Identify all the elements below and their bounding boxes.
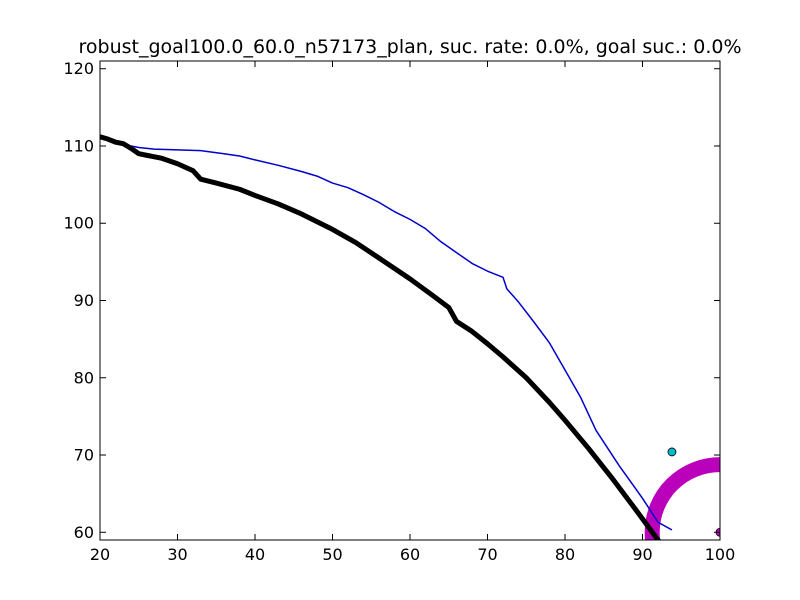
x-tick-label: 70: [477, 545, 497, 564]
x-tick-label: 80: [555, 545, 575, 564]
series-line-1: [130, 145, 673, 531]
axes: 20 30 40 50 60 70 80 90 100 60 70 80 90 100 110 120: [63, 59, 735, 564]
x-tick-label: 40: [245, 545, 265, 564]
y-tick-label: 90: [74, 291, 94, 310]
y-tick-label: 100: [63, 214, 94, 233]
x-tick-label: 60: [400, 545, 420, 564]
chart-title: robust_goal100.0_60.0_n57173_plan, suc. …: [79, 36, 742, 58]
x-tick-label: 90: [632, 545, 652, 564]
y-tick-label: 70: [74, 446, 94, 465]
y-tick-label: 60: [74, 523, 94, 542]
x-tick-label: 30: [167, 545, 187, 564]
series-line-2: [100, 134, 662, 540]
x-tick-label: 50: [322, 545, 342, 564]
y-tick-label: 80: [74, 368, 94, 387]
data-point-marker-1: [667, 447, 677, 457]
y-tick-label: 110: [63, 136, 94, 155]
y-tick-label: 120: [63, 59, 94, 78]
x-tick-label: 20: [90, 545, 110, 564]
x-tick-label: 100: [705, 545, 736, 564]
